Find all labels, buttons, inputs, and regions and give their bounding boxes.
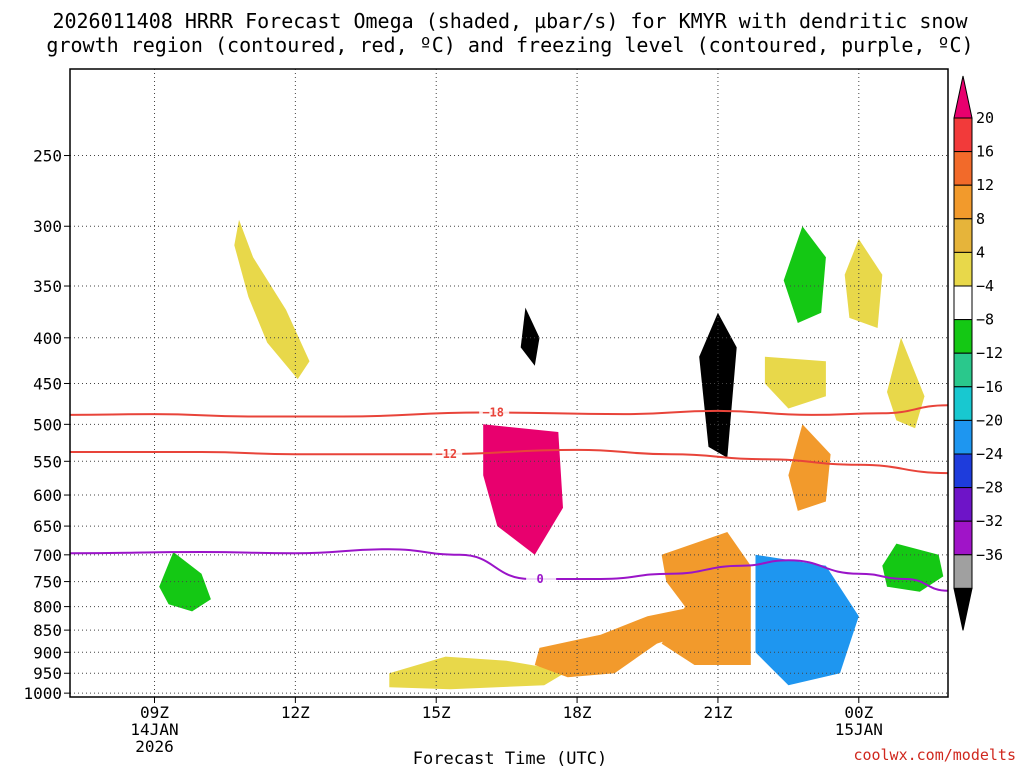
x-tick-label-21Z: 21Z [703, 703, 732, 722]
colorbar-label-9: −20 [976, 411, 1003, 429]
shade-down-neg-upper-1 [520, 307, 540, 366]
contour-label-freezing-level-0: 0 [537, 572, 544, 586]
contour--12 [70, 448, 949, 475]
shade-up-pos-right-2 [844, 239, 883, 328]
shade-up-pos-early-1 [234, 219, 310, 380]
credit-text[interactable]: coolwx.com/modelts [853, 746, 1016, 764]
colorbar-label-2: 12 [976, 176, 994, 194]
colorbar-swatch-13 [953, 520, 973, 556]
x-tick-label-09Z: 09Z [140, 703, 169, 722]
x-tick-label-18Z: 18Z [563, 703, 592, 722]
shade-down-neg-low-1 [755, 554, 859, 686]
x-tick-date-15JAN: 15JAN [835, 720, 883, 739]
shade-down-neg-right-2 [783, 226, 826, 323]
colorbar-label-5: −4 [976, 277, 994, 295]
colorbar-swatch-10 [953, 419, 973, 455]
contour-freezing-level-0 [69, 548, 949, 592]
shade-up-pos-right-1 [887, 337, 925, 429]
colorbar-swatch-5 [953, 251, 973, 287]
colorbar-label-1: 16 [976, 143, 994, 161]
shade-up-pos-low-2 [534, 606, 700, 678]
contour-label--12: −12 [435, 447, 457, 461]
shade-down-neg-right-1 [882, 543, 944, 592]
y-tick-label-350: 350 [33, 277, 62, 296]
colorbar-swatch-9 [953, 386, 973, 421]
x-tick-label-15Z: 15Z [422, 703, 451, 722]
colorbar-swatch-8 [953, 352, 973, 388]
colorbar-swatch-2 [953, 151, 973, 186]
x-tick-label-00Z: 00Z [844, 703, 873, 722]
y-tick-label-850: 850 [33, 621, 62, 640]
shade-up-pos-mid-1 [483, 424, 563, 555]
temperature-contours: −18 −12 0 [69, 404, 949, 592]
axes: 250 300 350 400 450 500 550 600 650 700 750 800 850 9… [23, 68, 949, 756]
y-tick-label-500: 500 [33, 415, 62, 434]
x-axis-label: Forecast Time (UTC) [413, 749, 607, 768]
colorbar-label-3: 8 [976, 210, 985, 228]
colorbar-swatch-14 [953, 554, 973, 589]
colorbar-swatch-11 [953, 453, 973, 489]
y-tick-label-900: 900 [33, 643, 62, 662]
contour-label-bg-freezing-level-0 [526, 571, 557, 586]
y-tick-label-300: 300 [33, 217, 62, 236]
x-tick-date-14JAN: 14JAN [130, 720, 178, 739]
y-tick-label-650: 650 [33, 517, 62, 536]
y-tick-label-950: 950 [33, 664, 62, 683]
colorbar-label-7: −12 [976, 344, 1003, 362]
colorbar-top-arrow [953, 75, 973, 119]
y-tick-label-600: 600 [33, 486, 62, 505]
colorbar-label-6: −8 [976, 311, 994, 329]
colorbar-swatch-7 [953, 319, 973, 354]
colorbar-swatch-12 [953, 487, 973, 522]
y-tick-label-750: 750 [33, 573, 62, 592]
shade-up-pos-right-4 [788, 424, 831, 511]
colorbar-bottom-arrow [953, 587, 973, 631]
y-tick-label-700: 700 [33, 546, 62, 565]
gridlines [70, 69, 948, 697]
contour-label-bg--12 [432, 447, 463, 462]
omega-shading [159, 219, 944, 690]
colorbar-swatch-6 [953, 285, 973, 321]
contour-label-bg--18 [479, 405, 510, 420]
x-tick-year: 2026 [135, 737, 174, 756]
title: 2026011408 HRRR Forecast Omega (shaded, … [46, 9, 973, 57]
y-tick-label-550: 550 [33, 452, 62, 471]
shade-down-neg-early-1 [159, 552, 211, 612]
y-tick-label-1000: 1000 [23, 684, 62, 703]
y-tick-label-250: 250 [33, 147, 62, 166]
colorbar-swatch-1 [953, 117, 973, 153]
colorbar-label-13: −36 [976, 546, 1003, 564]
y-tick-label-400: 400 [33, 329, 62, 348]
colorbar-label-10: −24 [976, 445, 1003, 463]
colorbar-label-4: 4 [976, 243, 985, 261]
x-tick-label-12Z: 12Z [281, 703, 310, 722]
shade-up-pos-right-3 [764, 356, 826, 409]
y-tick-label-450: 450 [33, 374, 62, 393]
colorbar-label-12: −32 [976, 512, 1003, 530]
colorbar: 20 16 12 8 4 −4 −8 −12 −16 −20 −24 −28 −32 −36 [953, 75, 1003, 631]
colorbar-swatch-3 [953, 184, 973, 220]
contour--18 [69, 404, 949, 418]
colorbar-label-0: 20 [976, 109, 994, 127]
colorbar-label-11: −28 [976, 479, 1003, 497]
chart-title-line-1: 2026011408 HRRR Forecast Omega (shaded, … [52, 9, 968, 33]
colorbar-swatch-4 [953, 218, 973, 253]
colorbar-label-8: −16 [976, 378, 1003, 396]
chart-title-line-2: growth region (contoured, red, ºC) and f… [46, 33, 973, 57]
y-tick-label-800: 800 [33, 598, 62, 617]
contour-label--18: −18 [482, 406, 504, 420]
